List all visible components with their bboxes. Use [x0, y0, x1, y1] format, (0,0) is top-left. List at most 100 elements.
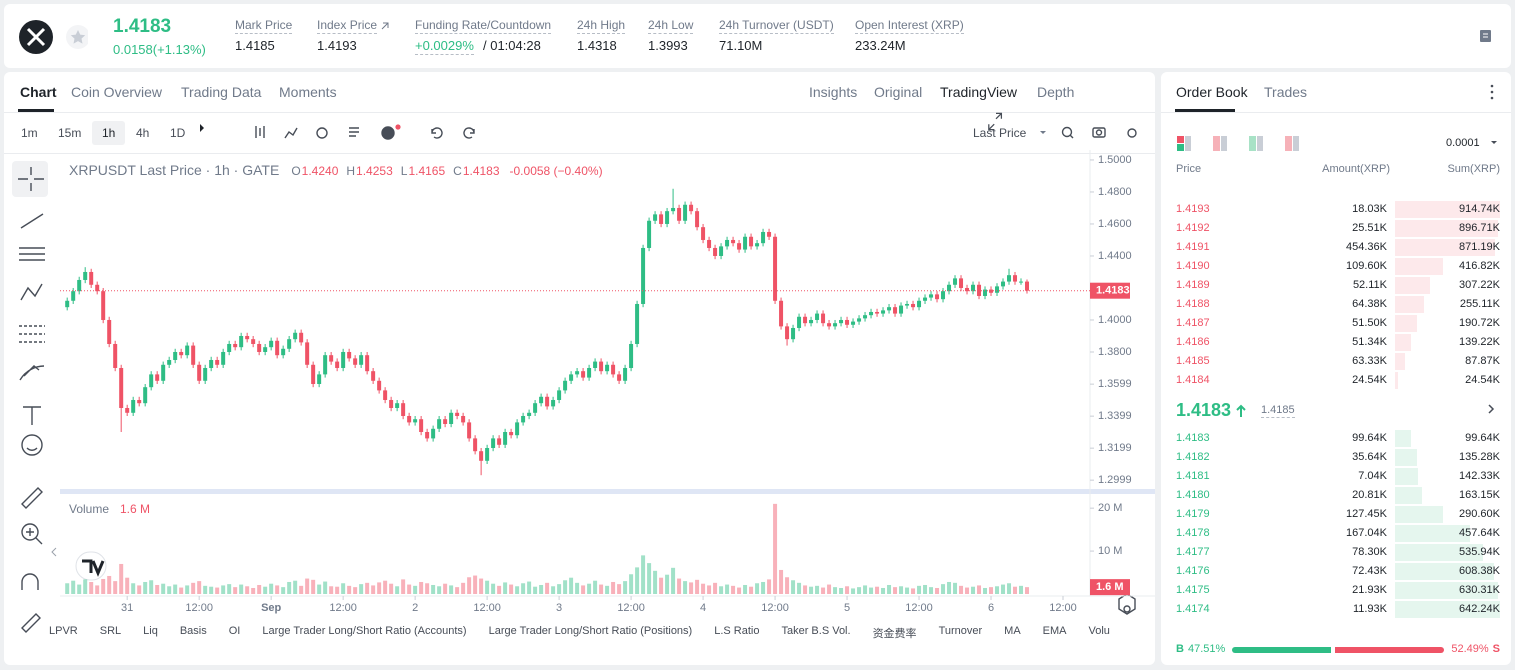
interval[interactable]: 4h [136, 126, 150, 140]
indicator[interactable]: Liq [143, 625, 158, 637]
stat-value: 1.4193 [317, 38, 357, 53]
price-change: 0.0158(+1.13%) [113, 42, 206, 57]
order-price[interactable]: 1.4182 [1176, 451, 1210, 463]
order-price[interactable]: 1.4188 [1176, 298, 1210, 310]
column-header: Sum(XRP) [1447, 163, 1500, 175]
order-sum: 642.24K [1459, 603, 1500, 615]
interval[interactable]: 1D [170, 126, 186, 140]
view-tab[interactable]: TradingView [940, 84, 1018, 100]
indicator[interactable]: MA [1004, 625, 1021, 637]
indicator[interactable]: Large Trader Long/Short Ratio (Accounts) [262, 625, 467, 637]
indicator[interactable]: Volu [1088, 625, 1110, 637]
order-amount: 78.30K [1352, 546, 1387, 558]
depth-bar [1395, 582, 1499, 599]
order-amount: 109.60K [1346, 260, 1387, 272]
sell-bar [1334, 647, 1444, 653]
depth-bar [1395, 258, 1443, 275]
indicator[interactable]: Taker B.S Vol. [781, 625, 851, 637]
column-header: Price [1176, 163, 1202, 175]
order-price[interactable]: 1.4175 [1176, 584, 1210, 596]
view-tab[interactable]: Insights [809, 84, 858, 100]
order-amount: 167.04K [1346, 527, 1387, 539]
stat-label: 24h High [577, 18, 626, 34]
order-amount: 18.03K [1352, 203, 1387, 215]
ohlc-value: 1.4240 [301, 164, 339, 178]
chart-tab[interactable]: Moments [279, 84, 337, 100]
interval[interactable]: 15m [58, 126, 82, 140]
column-header: Amount(XRP) [1322, 163, 1390, 175]
ohlc-key: H [346, 164, 356, 178]
indicator[interactable]: Large Trader Long/Short Ratio (Positions… [488, 625, 693, 637]
order-price[interactable]: 1.4176 [1176, 565, 1210, 577]
indicator[interactable]: Basis [179, 625, 207, 637]
divider [4, 112, 1155, 113]
order-price[interactable]: 1.4178 [1176, 527, 1210, 539]
depth-bar [1395, 449, 1418, 466]
order-price[interactable]: 1.4180 [1176, 489, 1210, 501]
chart-tab[interactable]: Coin Overview [71, 84, 163, 100]
order-sum: 416.82K [1459, 260, 1500, 272]
indicator[interactable]: EMA [1042, 625, 1067, 637]
order-book-tab[interactable]: Trades [1264, 84, 1308, 100]
chart-tab[interactable]: Trading Data [181, 84, 262, 100]
order-price[interactable]: 1.4189 [1176, 279, 1210, 291]
order-price[interactable]: 1.4192 [1176, 222, 1210, 234]
order-price[interactable]: 1.4174 [1176, 603, 1210, 615]
order-sum: 896.71K [1459, 222, 1500, 234]
depth-bar [1395, 315, 1417, 332]
order-price[interactable]: 1.4183 [1176, 432, 1210, 444]
view-tab[interactable]: Depth [1037, 84, 1075, 100]
order-price[interactable]: 1.4186 [1176, 336, 1210, 348]
depth-bar [1395, 506, 1443, 523]
divider [4, 153, 1155, 154]
order-sum: 914.74K [1459, 203, 1500, 215]
stat-label: 24h Turnover (USDT) [719, 18, 834, 34]
depth-bar [1395, 601, 1500, 618]
order-sum: 608.38K [1459, 565, 1500, 577]
chart-title: XRPUSDT Last Price · 1h · GATE [69, 162, 280, 178]
order-price[interactable]: 1.4184 [1176, 374, 1210, 386]
buy-ratio: B 47.51% [1176, 643, 1225, 655]
order-price[interactable]: 1.4187 [1176, 317, 1210, 329]
precision[interactable]: 0.0001 [1446, 137, 1480, 149]
order-amount: 63.33K [1352, 355, 1387, 367]
view-tab[interactable]: Original [874, 84, 923, 100]
stat-value: +0.0029% [415, 38, 474, 55]
ohlc-change: -0.0058 (−0.40%) [509, 164, 603, 178]
order-price[interactable]: 1.4191 [1176, 241, 1210, 253]
indicator[interactable]: L.S Ratio [714, 625, 760, 637]
order-price[interactable]: 1.4193 [1176, 203, 1210, 215]
order-price[interactable]: 1.4190 [1176, 260, 1210, 272]
order-amount: 52.11K [1352, 279, 1387, 291]
order-price[interactable]: 1.4177 [1176, 546, 1210, 558]
order-amount: 20.81K [1352, 489, 1387, 501]
notes-icon[interactable] [1478, 28, 1494, 44]
indicator[interactable]: OI [228, 625, 241, 637]
chart-tab[interactable]: Chart [20, 84, 57, 100]
depth-bar [1395, 296, 1425, 313]
indicator[interactable]: Turnover [938, 625, 983, 637]
order-sum: 99.64K [1465, 432, 1500, 444]
stat-label: Index Price [317, 18, 378, 34]
indicator[interactable]: SRL [99, 625, 122, 637]
interval[interactable]: 1h [102, 126, 116, 140]
header-icons [19, 20, 88, 54]
stat-value: 71.10M [719, 38, 763, 53]
order-sum: 630.31K [1459, 584, 1500, 596]
order-price[interactable]: 1.4179 [1176, 508, 1210, 520]
order-book-tab[interactable]: Order Book [1176, 84, 1248, 100]
indicator[interactable]: 资金费率 [872, 628, 917, 640]
order-amount: 127.45K [1346, 508, 1387, 520]
order-amount: 51.50K [1352, 317, 1387, 329]
stat-label: Funding Rate/Countdown [415, 18, 552, 34]
order-sum: 290.60K [1459, 508, 1500, 520]
indicator[interactable]: LPVR [49, 625, 78, 637]
order-sum: 307.22K [1459, 279, 1500, 291]
interval[interactable]: 1m [21, 126, 38, 140]
buy-label: 47.51% [1187, 643, 1226, 655]
order-price[interactable]: 1.4181 [1176, 470, 1210, 482]
toolbar-icons [12, 112, 1137, 633]
stat-extra: / 01:04:28 [483, 38, 541, 53]
order-price[interactable]: 1.4185 [1176, 355, 1210, 367]
price-type[interactable]: Last Price [973, 126, 1027, 140]
